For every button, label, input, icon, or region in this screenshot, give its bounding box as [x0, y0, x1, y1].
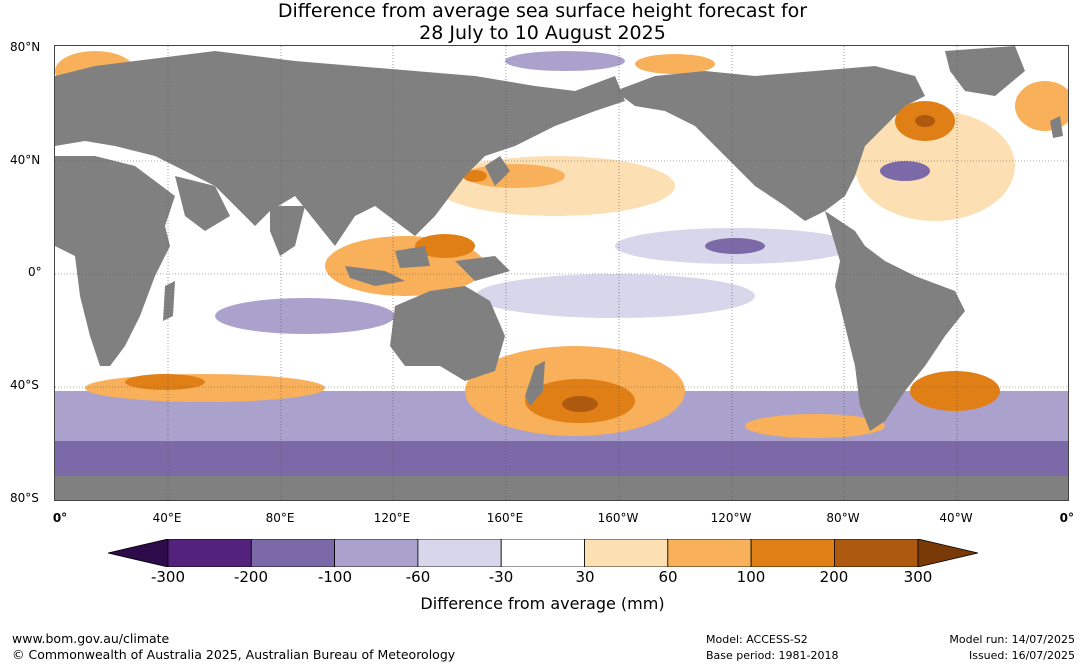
footer-model-run: Model run: 14/07/2025 [949, 633, 1075, 646]
colorbar-tick-minus60: -60 [405, 568, 431, 586]
graticule [55, 46, 1068, 500]
africa [55, 156, 175, 366]
lon-label-80e: 80°E [265, 511, 295, 525]
colorbar [108, 539, 978, 567]
australia [390, 286, 505, 381]
colorbar-tick-100: 100 [736, 568, 766, 586]
greenland [945, 46, 1025, 96]
lon-label-120w: 120°W [710, 511, 752, 525]
madagascar [163, 281, 175, 321]
antarctica [55, 476, 1068, 500]
pacific-south-positive-core [562, 396, 598, 412]
colorbar-segment-above-300 [917, 539, 978, 567]
colorbar-tick-300: 300 [903, 568, 933, 586]
footer-issued: Issued: 16/07/2025 [968, 649, 1075, 662]
north-atlantic-positive [855, 111, 1015, 221]
colorbar-tick-minus100: -100 [317, 568, 353, 586]
colorbar-tick-200: 200 [819, 568, 849, 586]
footer-url[interactable]: www.bom.gov.au/climate [12, 631, 170, 646]
colorbar-segment-30-60 [584, 539, 669, 567]
eurasia [55, 51, 625, 246]
norwegian-sea-positive [1015, 81, 1068, 131]
south-equatorial-negative [475, 274, 755, 318]
colorbar-segment-200-300 [834, 539, 919, 567]
lon-label-0-east: 0° [1059, 511, 1074, 525]
indian-south-positive-strong [125, 374, 205, 390]
atlantic-south-positive [910, 371, 1000, 411]
colorbar-tick-minus200: -200 [233, 568, 269, 586]
footer-model: Model: ACCESS-S2 [706, 633, 808, 646]
colorbar-tick-60: 60 [658, 568, 678, 586]
lat-label-equator: 0° [28, 265, 42, 279]
north-america [615, 66, 925, 221]
india [270, 206, 305, 256]
lon-label-80w: 80°W [826, 511, 860, 525]
labrador-positive-core [915, 115, 935, 127]
arctic-positive [635, 54, 715, 74]
new-zealand [525, 361, 545, 406]
colorbar-segment-60-30 [417, 539, 502, 567]
lon-label-160w: 160°W [597, 511, 639, 525]
map-canvas [55, 46, 1068, 500]
lat-label-40n: 40°N [10, 153, 41, 167]
south-pacific-east-positive [745, 414, 885, 438]
colorbar-tick-30: 30 [575, 568, 595, 586]
land [55, 46, 1068, 500]
colorbar-segment-200-100 [250, 539, 336, 567]
british-isles [1050, 116, 1063, 138]
colorbar-segment-300-200 [167, 539, 252, 567]
lat-label-80n: 80°N [10, 40, 41, 54]
colorbar-segment-100-60 [334, 539, 419, 567]
map-title: Difference from average sea surface heig… [0, 0, 1085, 44]
japan [485, 156, 510, 186]
lat-label-80s: 80°S [10, 491, 39, 505]
lon-label-40w: 40°W [939, 511, 973, 525]
lon-label-40e: 40°E [152, 511, 182, 525]
gulf-stream-negative [880, 161, 930, 181]
new-guinea [455, 256, 510, 281]
maritime-continent-positive-strong [415, 234, 475, 258]
arctic-negative [505, 51, 625, 71]
lon-label-120e: 120°E [373, 511, 411, 525]
equatorial-pacific-negative-strong [705, 238, 765, 254]
colorbar-tick-minus30: -30 [488, 568, 514, 586]
lat-label-40s: 40°S [10, 378, 39, 392]
colorbar-segment-neutral [500, 539, 585, 567]
sumatra-java [345, 266, 405, 286]
lon-label-160e: 160°E [486, 511, 524, 525]
title-line-1: Difference from average sea surface heig… [277, 0, 808, 22]
footer-copyright: © Commonwealth of Australia 2025, Austra… [12, 647, 456, 662]
southern-ocean-negative-strong [55, 441, 1068, 481]
indian-ocean-negative [215, 298, 395, 334]
arabia [175, 176, 230, 231]
borneo [395, 246, 430, 268]
colorbar-label: Difference from average (mm) [420, 594, 665, 613]
lon-label-0-west: 0° [52, 511, 68, 525]
indian-south-positive [85, 374, 325, 402]
colorbar-segment-60-100 [667, 539, 752, 567]
kuroshio-positive-strong [463, 170, 487, 182]
sea-surface-height-map [54, 45, 1069, 501]
colorbar-segment-below-300 [108, 539, 169, 567]
colorbar-segment-100-200 [750, 539, 835, 567]
title-line-2: 28 July to 10 August 2025 [419, 22, 666, 44]
footer-base-period: Base period: 1981-2018 [706, 649, 839, 662]
colorbar-tick-minus300: -300 [150, 568, 186, 586]
south-america [825, 211, 965, 431]
